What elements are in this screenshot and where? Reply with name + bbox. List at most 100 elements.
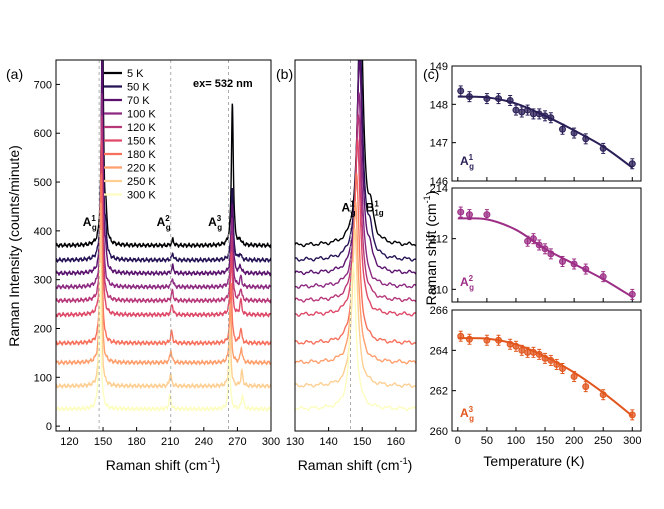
data-point	[524, 237, 532, 245]
series-line-180k	[56, 173, 271, 347]
data-point	[599, 144, 607, 152]
y-tick-label: 212	[430, 234, 448, 246]
data-point	[535, 350, 543, 358]
data-point	[558, 257, 566, 265]
panel-c-subplots: 146 147 148 149 A1 g 210 212 214 A2 g 260 262 264 266 0…	[430, 61, 642, 447]
legend-entry: 70 K	[127, 95, 150, 107]
series-line-120k	[56, 115, 271, 304]
panel-c: (c) 146 147 148 149 A1 g 210 212 214 A2 g 260 262 264…	[422, 61, 642, 469]
y-tick-label: 266	[430, 305, 448, 317]
data-point	[558, 364, 566, 372]
data-point	[457, 332, 465, 340]
data-point	[628, 160, 636, 168]
excitation-label: ex= 532 nm	[193, 78, 253, 90]
peak-label: A3 g	[208, 214, 222, 232]
data-point	[465, 335, 473, 343]
y-tick-label: 0	[46, 421, 52, 433]
data-point	[483, 211, 491, 219]
legend-entry: 120 K	[127, 122, 156, 134]
panel-a-x-axis: 120 150 180 210 240 270 300	[60, 427, 280, 448]
data-point	[599, 273, 607, 281]
series-line-50k	[295, 60, 416, 262]
x-tick-label: 160	[387, 436, 405, 448]
data-point	[582, 383, 590, 391]
x-tick-label: 300	[262, 436, 280, 448]
peak-label: B1 1g	[366, 199, 384, 217]
data-point	[495, 336, 503, 344]
panel-a-traces	[56, 60, 271, 413]
x-tick-label: 250	[594, 435, 612, 447]
panel-a-ylabel: Raman Intensity (counts/minute)	[6, 145, 22, 347]
series-line-250k	[56, 229, 271, 390]
x-tick-label: 200	[565, 435, 583, 447]
data-point	[524, 348, 532, 356]
y-tick-label: 600	[34, 128, 52, 140]
subplot-label: A2 g	[460, 274, 474, 292]
peak-label: A2 g	[157, 214, 171, 232]
legend-entry: 5 K	[127, 68, 144, 80]
subplot-label: A1 g	[460, 153, 474, 171]
series-line-220k	[56, 202, 271, 366]
x-tick-label: 120	[60, 436, 78, 448]
panel-b: (b) 130 140 150 160 A1 g B1 1g Raman shift (cm…	[276, 59, 417, 473]
subplot-label: A3 g	[460, 405, 474, 423]
series-line-250k	[295, 227, 416, 388]
x-tick-label: 180	[127, 436, 145, 448]
x-tick-label: 100	[507, 435, 525, 447]
panel-b-xlabel: Raman shift (cm-1)	[298, 456, 413, 473]
y-tick-label: 100	[34, 372, 52, 384]
series-line-300k	[56, 262, 271, 413]
data-point	[547, 114, 555, 122]
panel-c-xlabel: Temperature (K)	[483, 453, 584, 469]
legend-entry: 250 K	[127, 176, 156, 188]
y-tick-label: 214	[430, 183, 448, 195]
y-tick-label: 700	[34, 79, 52, 91]
data-point	[506, 97, 514, 104]
y-tick-label: 148	[430, 99, 448, 111]
y-tick-label: 264	[430, 345, 448, 357]
panel-b-traces	[295, 60, 416, 412]
data-point	[547, 356, 555, 364]
subplot-2: 210 212 214 A2 g	[430, 183, 642, 303]
data-point	[628, 290, 636, 298]
fit-curve	[457, 337, 633, 417]
series-line-50k	[56, 60, 271, 264]
panel-label-b: (b)	[276, 66, 293, 82]
y-tick-label: 210	[430, 284, 448, 296]
data-point	[495, 95, 503, 103]
x-tick-label: 300	[623, 435, 641, 447]
legend-entry: 100 K	[127, 109, 156, 121]
data-point	[599, 391, 607, 399]
x-tick-label: 270	[228, 436, 246, 448]
y-tick-label: 147	[430, 138, 448, 150]
panel-b-x-axis: 130 140 150 160	[286, 427, 405, 448]
data-point	[541, 112, 549, 120]
x-tick-label: 50	[481, 435, 493, 447]
data-point	[541, 354, 549, 362]
data-point	[512, 342, 520, 350]
fit-curve	[457, 95, 633, 169]
series-line-150k	[295, 138, 416, 317]
data-point	[628, 411, 636, 419]
data-point	[457, 208, 465, 216]
panel-b-frame	[294, 59, 417, 432]
x-tick-label: 210	[161, 436, 179, 448]
legend-entry: 220 K	[127, 163, 156, 175]
subplot-frame	[451, 187, 642, 303]
x-tick-label: 240	[195, 436, 213, 448]
data-point	[553, 360, 561, 368]
fit-curve	[457, 217, 633, 298]
data-point	[512, 106, 520, 114]
subplot-3: 260 262 264 266 0 50 100 150 200 250 300 A3 g	[430, 305, 642, 447]
data-point	[524, 106, 532, 114]
y-tick-label: 300	[34, 275, 52, 287]
data-point	[570, 129, 578, 137]
series-line-180k	[295, 172, 416, 345]
legend-entry: 180 K	[127, 149, 156, 161]
subplot-frame	[451, 65, 642, 182]
x-tick-label: 150	[94, 436, 112, 448]
data-point	[582, 135, 590, 143]
y-tick-label: 500	[34, 177, 52, 189]
data-point	[535, 110, 543, 118]
